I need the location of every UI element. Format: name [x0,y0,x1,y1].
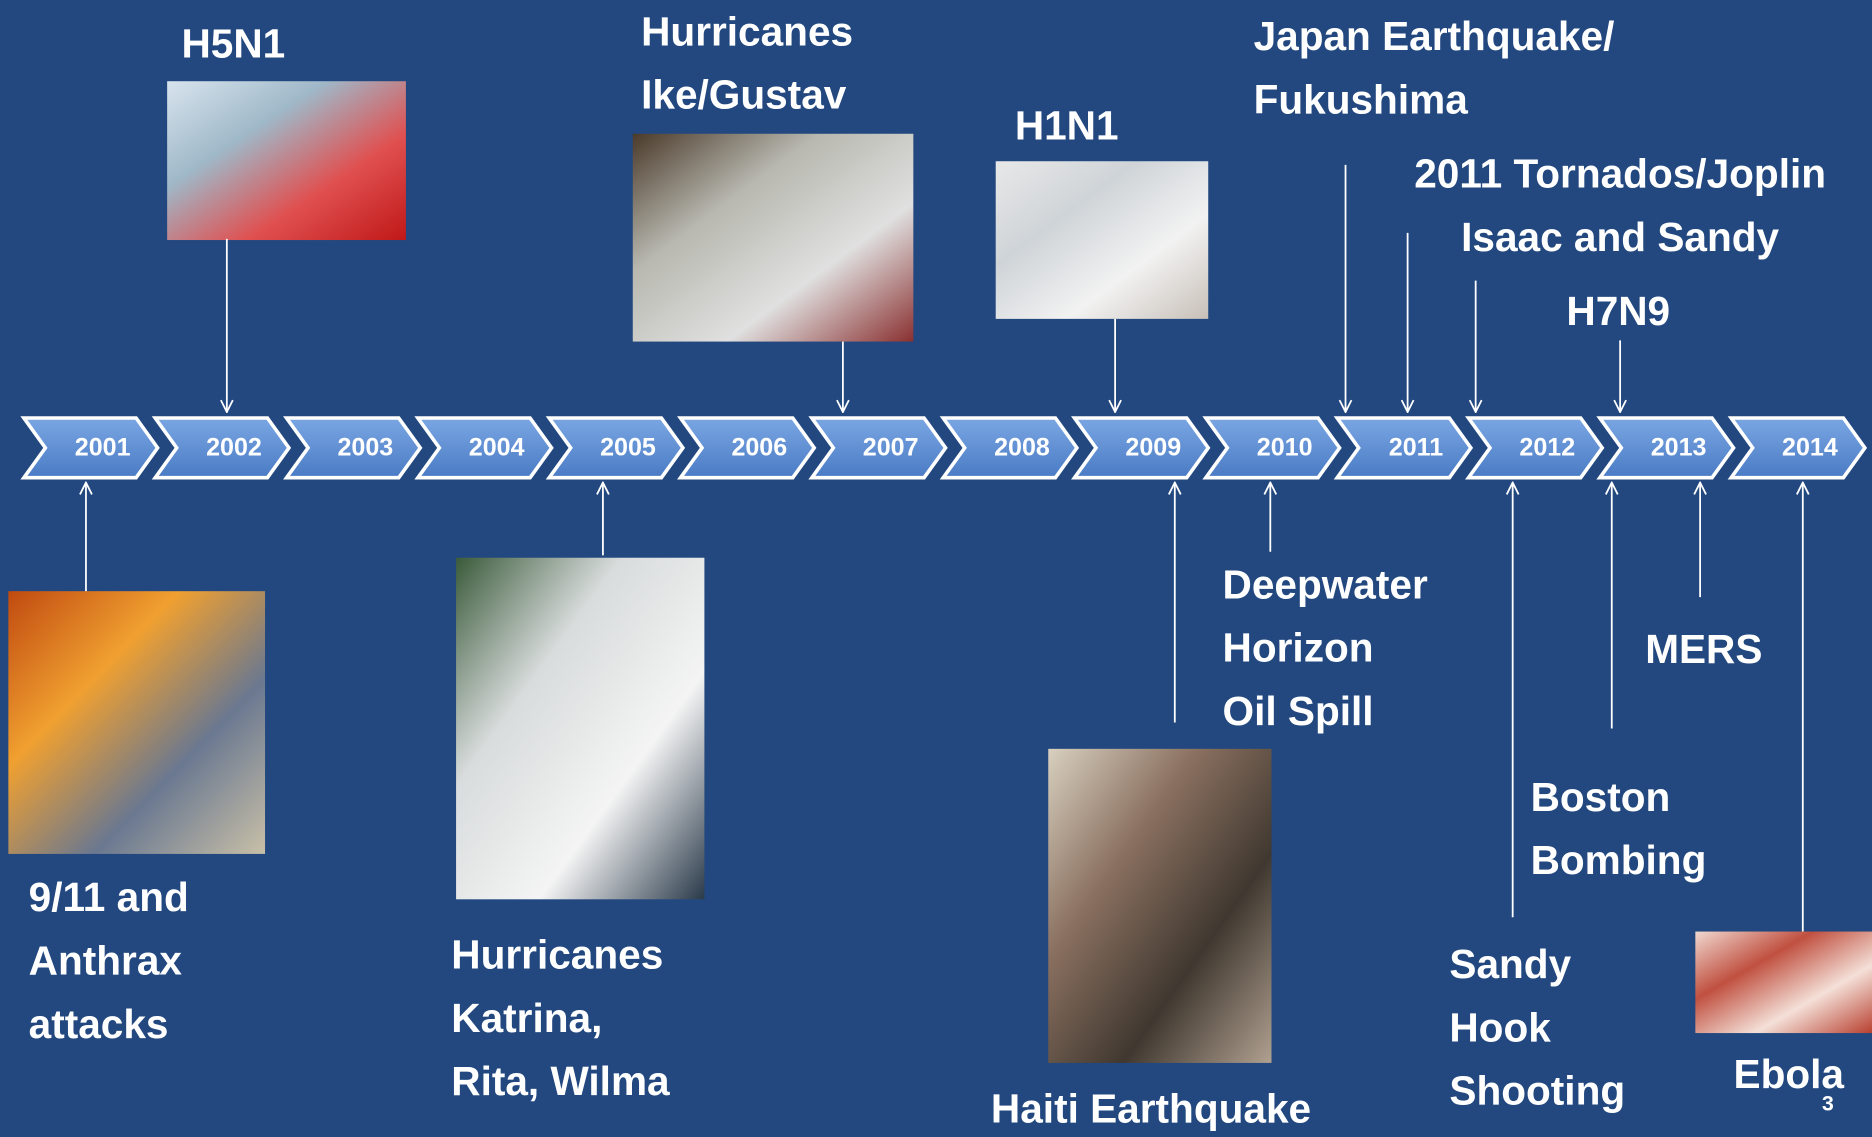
chevron [151,416,292,480]
chevron [283,416,423,480]
photo [1048,748,1272,1063]
chevron [808,416,948,480]
page-number: 3 [1822,1092,1834,1116]
event-label: Anthrax [29,938,183,984]
photo [8,591,266,854]
chevron [677,416,817,480]
event-label: Sandy [1449,941,1571,987]
event-label: Shooting [1449,1068,1625,1114]
chevron [939,416,1080,480]
event-label: H1N1 [1015,103,1119,149]
chevron [1071,416,1211,480]
event-label: 2011 Tornados/Joplin [1414,150,1826,196]
event-label: H5N1 [181,20,285,66]
chevron [1596,416,1736,480]
year-label: 2001 [75,434,131,462]
chevron [1333,416,1474,480]
event-label: Hurricanes [641,8,853,54]
year-label: 2006 [731,434,787,462]
chevron [1202,416,1342,480]
year-label: 2012 [1519,434,1575,462]
event-label: Hurricanes [451,932,663,978]
year-label: 2004 [469,434,525,462]
event-label: Japan Earthquake/ [1254,13,1615,59]
event-label: Bombing [1531,837,1707,883]
chevron [1727,416,1868,480]
event-label: Ike/Gustav [641,72,847,118]
chevron [545,416,686,480]
year-label: 2013 [1651,434,1707,462]
year-label: 2011 [1389,434,1443,462]
event-label: attacks [29,1001,169,1047]
event-label: Katrina, [451,995,602,1041]
event-label: Rita, Wilma [451,1058,670,1104]
year-label: 2007 [863,434,919,462]
event-label: Deepwater [1223,561,1428,607]
chevron [1465,416,1605,480]
event-label: Ebola [1734,1051,1845,1097]
event-label: H7N9 [1566,288,1670,334]
chevron [20,416,160,480]
year-label: 2005 [600,434,656,462]
photo [1695,931,1872,1034]
year-label: 2002 [206,434,262,462]
event-label: Fukushima [1254,76,1469,122]
year-label: 2009 [1125,434,1181,462]
event-label: Horizon [1223,625,1374,671]
photo [995,161,1209,319]
event-label: Haiti Earthquake [991,1086,1311,1131]
photo [632,133,914,342]
event-label: Hook [1449,1004,1551,1050]
event-label: MERS [1645,626,1762,672]
photo [167,81,406,241]
year-label: 2003 [337,434,393,462]
year-label: 2014 [1782,434,1838,462]
event-label: Isaac and Sandy [1461,214,1779,260]
event-label: Oil Spill [1223,688,1374,734]
year-label: 2008 [994,434,1050,462]
chevron [414,416,554,480]
year-label: 2010 [1257,434,1313,462]
event-label: Boston [1531,774,1671,820]
event-label: 9/11 and [29,874,189,920]
photo [456,557,705,900]
